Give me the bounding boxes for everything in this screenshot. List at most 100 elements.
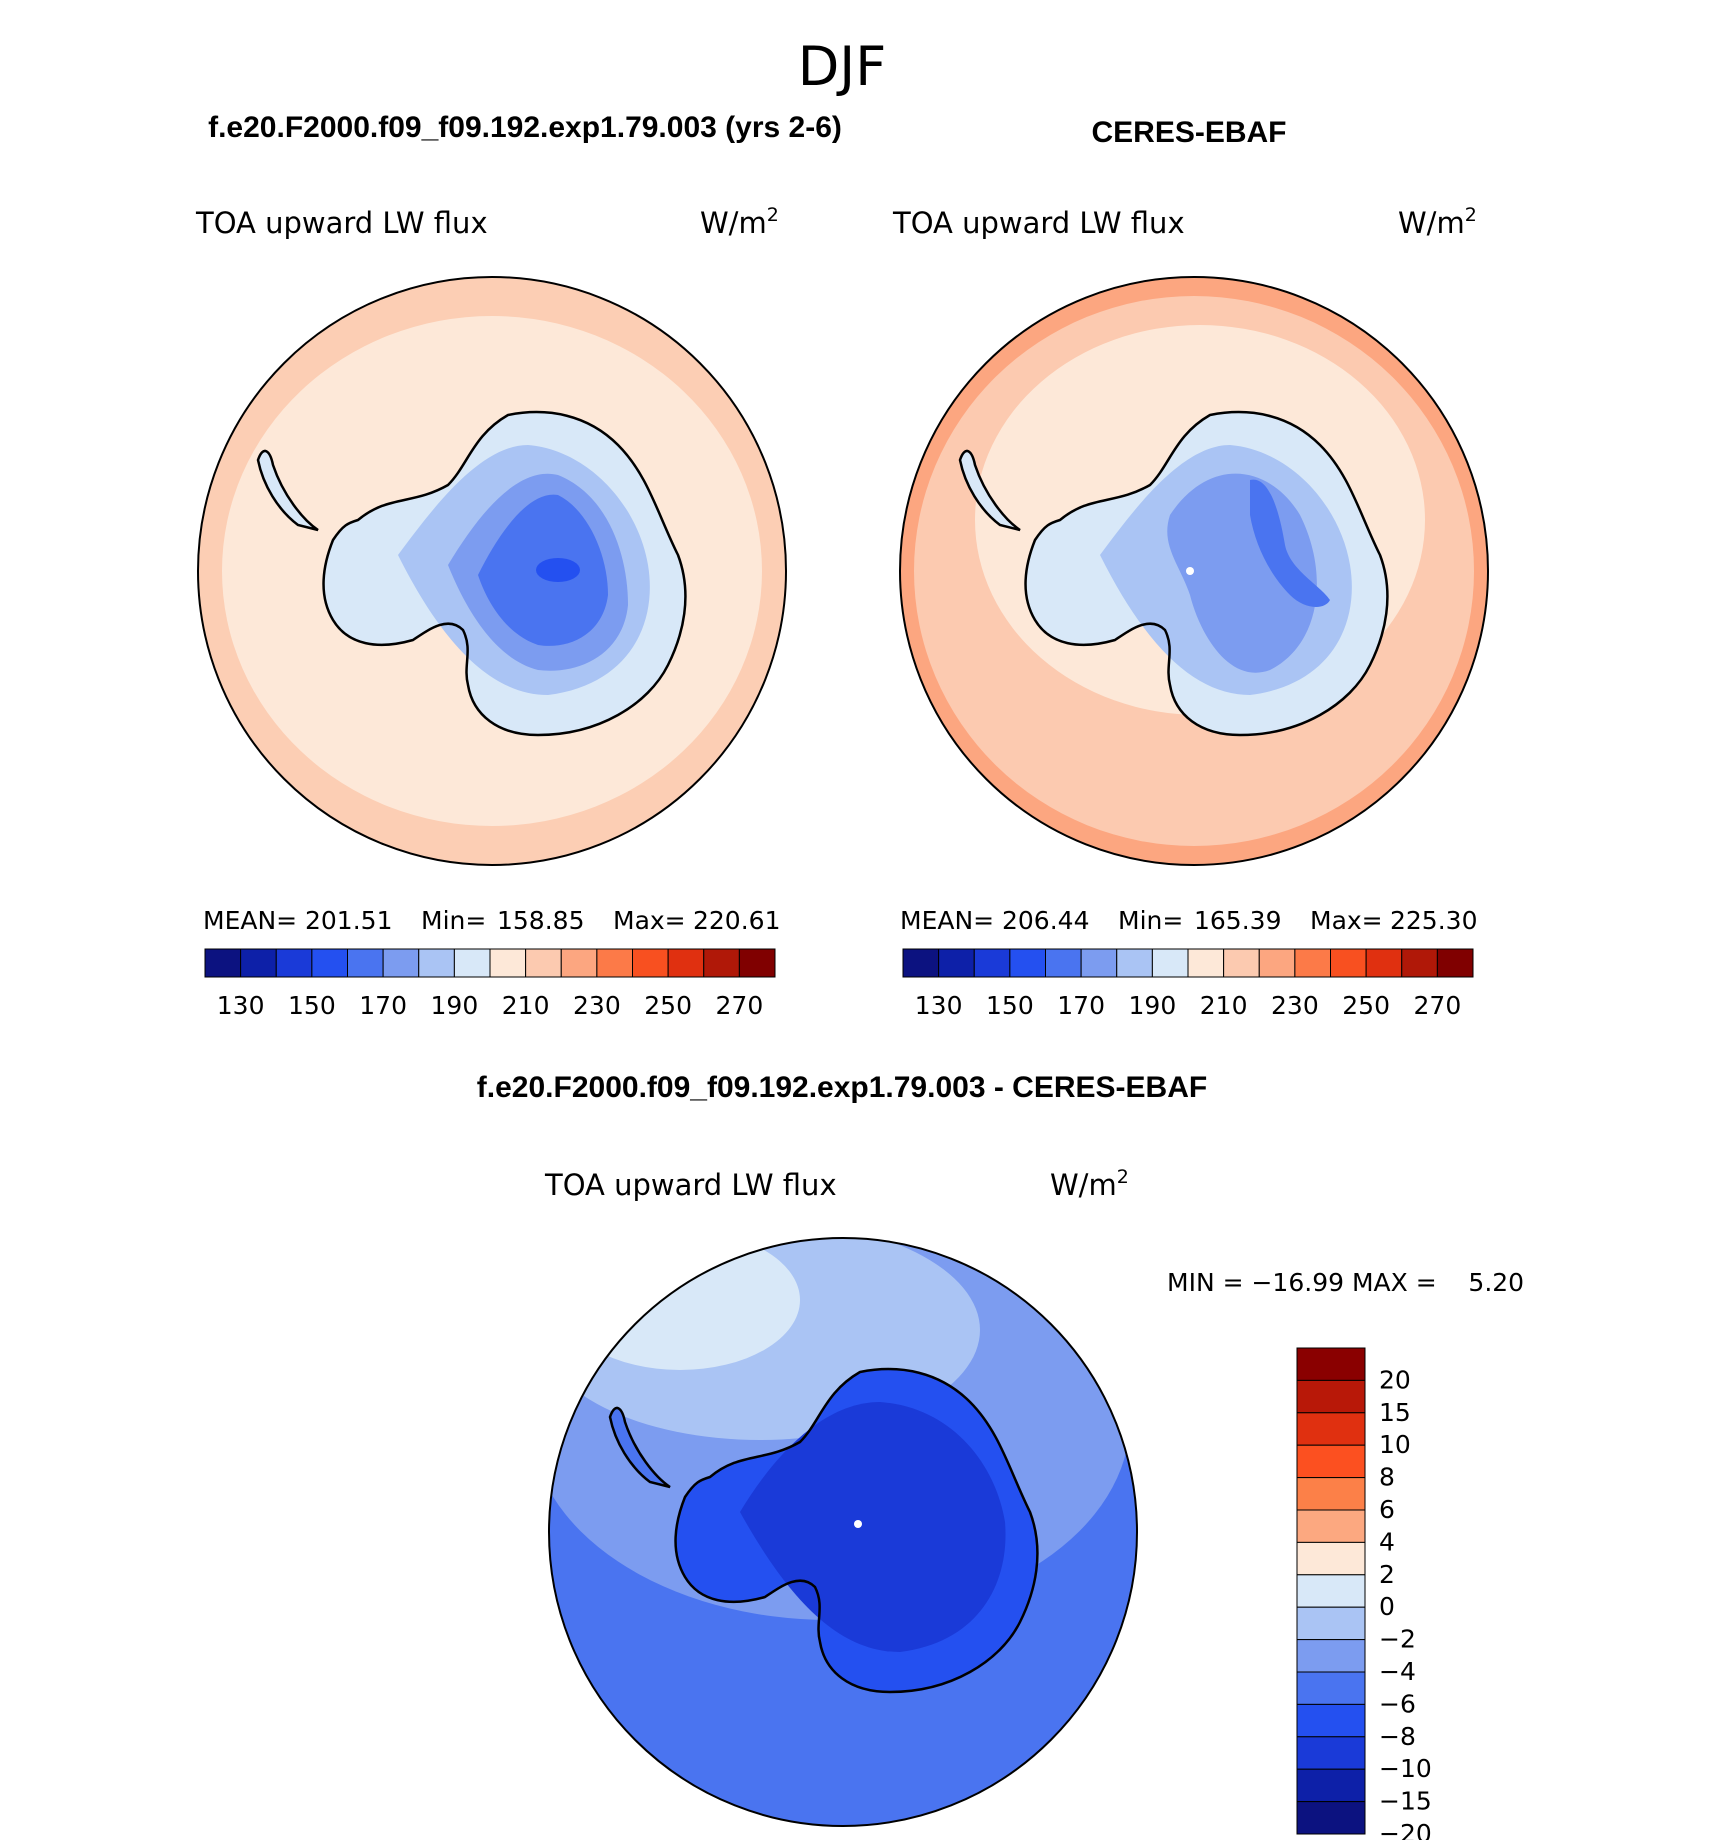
map-continent-field xyxy=(608,1367,1039,1694)
colorbar-tick-label: −6 xyxy=(1379,1689,1416,1718)
min-label: Min= xyxy=(421,906,486,935)
colorbar-swatch xyxy=(1116,948,1153,978)
mean-value: 206.44 xyxy=(1002,906,1089,935)
colorbar-swatch xyxy=(1296,1639,1366,1673)
panel-obs-variable-label: TOA upward LW flux xyxy=(892,206,1185,240)
map-boundary xyxy=(899,276,1489,866)
colorbar-tick-label: −10 xyxy=(1379,1754,1432,1783)
colorbar-tick-label: 6 xyxy=(1379,1495,1395,1524)
colorbar-swatch xyxy=(311,948,348,978)
min-label: Min= xyxy=(1118,906,1183,935)
colorbar-swatch xyxy=(1187,948,1225,978)
colorbar-tick-label: 170 xyxy=(359,991,407,1020)
colorbar-tick-label: −2 xyxy=(1379,1625,1416,1654)
colorbar-swatch xyxy=(632,948,669,978)
map-boundary xyxy=(197,276,787,866)
panel-obs: CERES-EBAF TOA upward LW flux W/m2 MEAN=… xyxy=(892,116,1489,1020)
colorbar-swatch xyxy=(418,948,455,978)
colorbar-swatch xyxy=(596,948,633,978)
units-base: W/m xyxy=(700,206,767,240)
panel-diff-header: f.e20.F2000.f09_f09.192.exp1.79.003 - CE… xyxy=(477,1071,1207,1104)
colorbar-swatch xyxy=(1258,948,1296,978)
colorbar-swatch xyxy=(1401,948,1438,978)
max-label: Max= xyxy=(1310,906,1383,935)
min-value: 158.85 xyxy=(497,906,584,935)
colorbar-swatch xyxy=(382,948,420,978)
panel-obs-stats: MEAN= 206.44 Min= 165.39 Max= 225.30 xyxy=(900,906,1477,935)
colorbar-swatch xyxy=(1296,1347,1366,1381)
panel-model-header: f.e20.F2000.f09_f09.192.exp1.79.003 (yrs… xyxy=(208,111,842,144)
units-exponent: 2 xyxy=(1465,204,1477,226)
colorbar-swatch xyxy=(1296,1768,1366,1803)
panel-model-variable-label: TOA upward LW flux xyxy=(195,206,488,240)
colorbar-swatch xyxy=(560,948,598,978)
colorbar-tick-label: 190 xyxy=(431,991,479,1020)
colorbar-swatch xyxy=(1296,1379,1366,1414)
colorbar-swatch xyxy=(1296,1509,1366,1543)
min-value: 165.39 xyxy=(1194,906,1281,935)
colorbar-swatch xyxy=(1296,1671,1366,1705)
colorbar-tick-label: 210 xyxy=(1200,991,1248,1020)
max-label: Max= xyxy=(613,906,686,935)
colorbar-swatch xyxy=(1296,1736,1366,1770)
map-continent-field xyxy=(958,410,1389,737)
colorbar-swatch xyxy=(1365,948,1403,978)
colorbar-tick-label: −8 xyxy=(1379,1722,1416,1751)
panel-model: f.e20.F2000.f09_f09.192.exp1.79.003 (yrs… xyxy=(195,111,842,1020)
map-continent-field xyxy=(256,410,687,737)
max-value: 220.61 xyxy=(693,906,780,935)
units-exponent: 2 xyxy=(767,204,779,226)
colorbar-tick-label: 170 xyxy=(1057,991,1105,1020)
diff-minmax: MIN = −16.99 MAX = 5.20 xyxy=(1167,1268,1524,1297)
panel-diff-variable-label: TOA upward LW flux xyxy=(544,1168,837,1202)
colorbar-tick-label: 8 xyxy=(1379,1463,1395,1492)
colorbar-swatch xyxy=(453,948,491,978)
panel-obs-units: W/m2 xyxy=(1398,204,1477,240)
colorbar-swatch xyxy=(938,948,975,978)
colorbar-swatch xyxy=(1296,1477,1366,1511)
colorbar-tick-label: 270 xyxy=(716,991,764,1020)
colorbar-tick-label: 250 xyxy=(644,991,692,1020)
map-field-band-near-zero xyxy=(560,1238,800,1370)
colorbar-tick-label: 230 xyxy=(1271,991,1319,1020)
max-value: 225.30 xyxy=(1390,906,1477,935)
colorbar-tick-label: −15 xyxy=(1379,1787,1432,1816)
colorbar-swatch xyxy=(240,948,277,978)
units-exponent: 2 xyxy=(1117,1166,1129,1188)
colorbar-tick-label: 130 xyxy=(915,991,963,1020)
colorbar-swatch xyxy=(1296,1703,1366,1738)
colorbar-swatch xyxy=(525,948,562,978)
colorbar-swatch xyxy=(1296,1412,1366,1446)
colorbar-swatch xyxy=(667,948,705,978)
colorbar-tick-label: 10 xyxy=(1379,1430,1411,1459)
colorbar-tick-label: −20 xyxy=(1379,1819,1432,1840)
colorbar-swatch xyxy=(738,948,776,978)
mean-label: MEAN= xyxy=(203,906,297,935)
panel-model-map xyxy=(198,277,786,865)
panel-model-stats: MEAN= 201.51 Min= 158.85 Max= 220.61 xyxy=(203,906,780,935)
panel-obs-header: CERES-EBAF xyxy=(1091,116,1286,149)
units-base: W/m xyxy=(1398,206,1465,240)
colorbar-swatch xyxy=(489,948,527,978)
panel-obs-map xyxy=(900,277,1488,865)
mean-value: 201.51 xyxy=(305,906,392,935)
colorbar-swatch xyxy=(1080,948,1118,978)
units-base: W/m xyxy=(1050,1168,1117,1202)
colorbar-swatch xyxy=(204,948,242,978)
colorbar-tick-label: 210 xyxy=(502,991,550,1020)
panel-model-colorbar: 130 150 170 190 210 230 250 270 xyxy=(204,948,776,1020)
colorbar-tick-label: 20 xyxy=(1379,1365,1411,1394)
colorbar-tick-label: 4 xyxy=(1379,1527,1395,1556)
colorbar-tick-label: 130 xyxy=(217,991,265,1020)
colorbar-swatch xyxy=(1296,1574,1366,1608)
panel-model-units: W/m2 xyxy=(700,204,779,240)
panel-diff: f.e20.F2000.f09_f09.192.exp1.79.003 - CE… xyxy=(477,1071,1524,1840)
colorbar-swatch xyxy=(1151,948,1189,978)
colorbar-swatch xyxy=(973,948,1011,978)
colorbar-swatch xyxy=(1294,948,1331,978)
colorbar-swatch xyxy=(347,948,384,978)
colorbar-tick-label: 150 xyxy=(288,991,336,1020)
colorbar-tick-label: 15 xyxy=(1379,1398,1411,1427)
